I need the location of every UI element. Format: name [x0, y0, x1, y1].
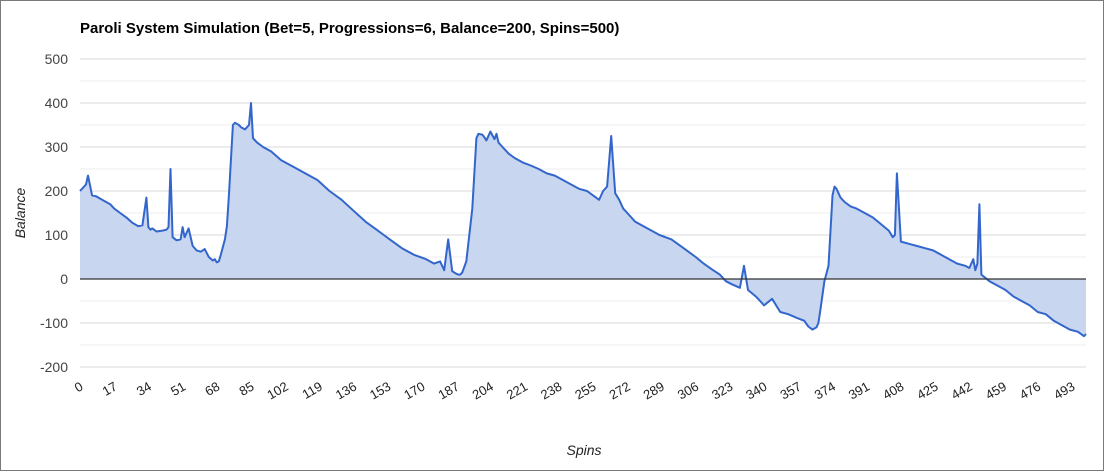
y-tick-label: 0 [60, 271, 68, 287]
y-axis-label: Balance [12, 187, 28, 238]
x-tick-label: 170 [401, 379, 427, 403]
x-tick-label: 68 [202, 379, 222, 399]
y-tick-label: 300 [45, 139, 69, 155]
chart-title: Paroli System Simulation (Bet=5, Progres… [80, 20, 619, 37]
x-axis-ticks: 0 17 34 51 68 85 102 119 136 153 170 187 204 221 238 25… [72, 379, 1078, 403]
x-tick-label: 442 [949, 379, 975, 403]
x-tick-label: 153 [367, 379, 393, 403]
y-tick-label: 100 [45, 227, 69, 243]
x-tick-label: 493 [1051, 379, 1077, 403]
x-tick-label: 85 [236, 379, 256, 399]
y-tick-label: -100 [40, 315, 68, 331]
x-tick-label: 408 [880, 379, 906, 403]
y-axis-ticks: 500 400 300 200 100 0 -100 -200 [40, 51, 68, 375]
series-line [79, 102, 1087, 338]
series-area [79, 102, 1087, 338]
x-tick-label: 272 [606, 379, 632, 403]
x-tick-label: 221 [504, 379, 530, 403]
x-tick-label: 289 [641, 379, 667, 403]
y-tick-label: 500 [45, 51, 69, 67]
y-tick-label: 200 [45, 183, 69, 199]
x-tick-label: 374 [812, 379, 838, 403]
x-tick-label: 238 [538, 379, 564, 403]
x-tick-label: 255 [572, 379, 598, 403]
x-tick-label: 357 [777, 379, 803, 403]
x-axis-label: Spins [566, 442, 601, 458]
x-tick-label: 340 [743, 379, 769, 403]
y-tick-label: -200 [40, 359, 68, 375]
x-tick-label: 136 [333, 379, 359, 403]
x-tick-label: 476 [1017, 379, 1043, 403]
x-tick-label: 306 [675, 379, 701, 403]
x-tick-label: 204 [470, 379, 496, 403]
series-area-fill [80, 103, 1086, 337]
x-tick-label: 323 [709, 379, 735, 403]
x-tick-label: 102 [264, 379, 290, 403]
x-tick-label: 459 [983, 379, 1009, 403]
y-tick-label: 400 [45, 95, 69, 111]
x-tick-label: 34 [134, 379, 154, 399]
x-tick-label: 425 [914, 379, 940, 403]
x-tick-label: 187 [435, 379, 461, 403]
x-tick-label: 119 [299, 379, 324, 402]
x-tick-label: 391 [846, 379, 872, 403]
x-tick-label: 0 [72, 379, 86, 396]
x-tick-label: 51 [168, 379, 188, 399]
x-tick-label: 17 [100, 379, 120, 399]
